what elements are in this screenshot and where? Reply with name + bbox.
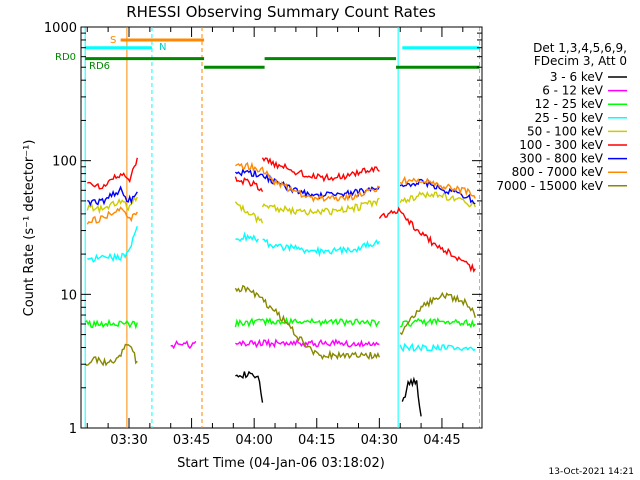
series-line [234,201,264,224]
x-tick-label: 03:45 [173,433,210,448]
y-tick-label: 1 [69,422,77,437]
series-line [235,161,380,203]
series-50-100-kev [86,190,476,224]
state-bars [85,38,480,69]
y-tick-label: 1000 [44,21,77,36]
series-line [399,342,476,353]
series-line [235,231,259,243]
series-800-7000-kev [86,161,476,225]
series-line [261,157,380,183]
series-line [400,317,476,329]
series-line [84,343,138,367]
series-100-300-kev [87,157,476,273]
series-line [86,206,138,225]
x-axis: 03:30 03:45 04:00 04:15 04:30 04:45 [86,27,464,448]
series-line [401,376,422,417]
y-tick-label: 100 [52,155,77,170]
y-tick-label: 10 [60,288,77,303]
series-12-25-kev [84,316,476,330]
state-label-rd0: RD0 [55,52,76,63]
series-line [399,190,476,208]
legend-label: 800 - 7000 keV [512,165,604,179]
legend-header: Det 1,3,4,5,6,9, [533,41,627,55]
chart-title: RHESSI Observing Summary Count Rates [126,3,436,21]
x-tick-label: 04:15 [298,433,335,448]
series-line [87,157,138,190]
series-line [234,176,264,193]
series-line [234,316,380,328]
legend-label: 100 - 300 keV [519,138,603,152]
series-line [235,370,264,403]
legend-header: FDecim 3, Att 0 [534,54,627,68]
x-tick-label: 04:00 [235,433,272,448]
x-tick-label: 04:45 [423,433,460,448]
series-line [170,339,197,350]
plot-frame [80,26,483,429]
series-line [399,291,476,336]
series-line [234,168,381,200]
legend-label: 50 - 100 keV [527,124,604,138]
series-7000-15000-kev [84,284,476,367]
series-line [378,206,476,273]
series-line [84,318,138,330]
vertical-markers [84,27,480,428]
series-line [86,195,138,215]
y-axis-title: Count Rate (s⁻¹ detector⁻¹) [22,140,37,317]
series-line [234,284,381,361]
x-tick-label: 04:30 [361,433,398,448]
x-tick-label: 03:30 [110,433,147,448]
series-line [87,225,138,263]
y-axis: 1 10 100 1000 [44,21,482,437]
legend-label: 25 - 50 keV [535,111,604,125]
series-lines [84,157,476,417]
legend: Det 1,3,4,5,6,9,FDecim 3, Att 0 3 - 6 keV… [496,41,627,193]
state-label-rd6: RD6 [89,61,110,72]
series-line [261,197,380,216]
series-line [262,238,380,258]
series-line [399,175,476,199]
legend-label: 3 - 6 keV [550,70,604,84]
state-label-s: S [110,35,116,46]
state-label-n: N [159,42,166,53]
footer-timestamp: 13-Oct-2021 14:21 [549,467,634,477]
legend-label: 12 - 25 keV [535,97,604,111]
series-3-6-kev [235,370,422,417]
series-25-50-kev [87,225,476,353]
series-line [235,338,380,349]
legend-label: 300 - 800 keV [519,152,603,166]
series-line [87,185,138,207]
legend-label: 6 - 12 keV [542,84,604,98]
x-axis-title: Start Time (04-Jan-06 03:18:02) [177,456,385,471]
series-6-12-kev [170,338,380,350]
legend-label: 7000 - 15000 keV [496,179,603,193]
